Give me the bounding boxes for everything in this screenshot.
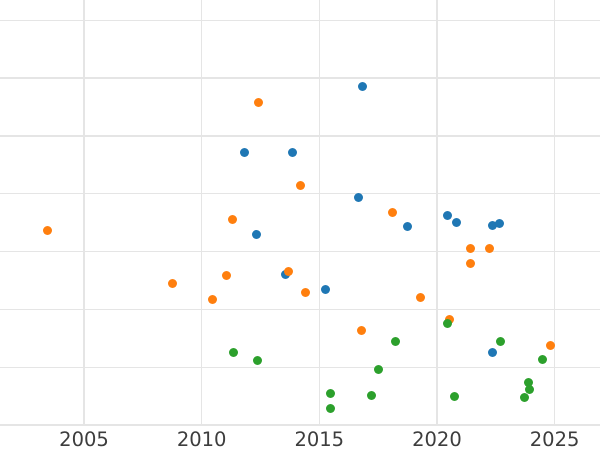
x-tick-label: 2020	[412, 428, 462, 450]
x-tick-label: 2025	[529, 428, 580, 450]
gridline-horizontal	[0, 366, 600, 368]
point-blue	[354, 193, 364, 203]
point-orange	[208, 294, 218, 304]
point-blue	[287, 148, 297, 158]
point-orange	[301, 287, 311, 297]
point-green	[326, 389, 336, 399]
point-orange	[222, 271, 232, 281]
gridline-vertical	[83, 0, 85, 426]
point-green	[520, 392, 530, 402]
point-green	[391, 337, 401, 347]
point-green	[450, 391, 460, 401]
point-green	[538, 354, 548, 364]
point-blue	[240, 147, 250, 157]
point-orange	[228, 214, 238, 224]
gridline-vertical	[436, 0, 438, 426]
point-orange	[42, 225, 52, 235]
point-orange	[283, 266, 293, 276]
point-green	[367, 390, 377, 400]
point-blue	[252, 230, 262, 240]
point-green	[374, 364, 384, 374]
x-tick-label: 2015	[294, 428, 345, 450]
point-orange	[416, 292, 426, 302]
point-orange	[254, 98, 264, 108]
x-tick-label: 2005	[59, 428, 109, 450]
point-blue	[403, 221, 413, 231]
point-orange	[466, 259, 476, 269]
gridline-horizontal	[0, 424, 600, 426]
point-blue	[495, 219, 505, 229]
point-green	[524, 377, 534, 387]
gridline-vertical	[200, 0, 203, 426]
gridline-horizontal	[0, 308, 600, 311]
point-orange	[167, 279, 177, 289]
point-orange	[388, 208, 398, 218]
gridline-horizontal	[0, 193, 600, 195]
point-green	[253, 355, 263, 365]
point-orange	[466, 243, 476, 253]
point-blue	[358, 81, 368, 91]
point-orange	[485, 243, 495, 253]
point-blue	[488, 220, 498, 230]
point-green	[229, 348, 239, 358]
gridline-horizontal	[0, 250, 600, 253]
point-green	[326, 404, 336, 414]
point-green	[496, 336, 506, 346]
point-orange	[357, 326, 367, 336]
point-orange	[546, 340, 556, 350]
gridline-vertical	[553, 0, 556, 426]
gridline-horizontal	[0, 77, 600, 79]
point-orange	[295, 180, 305, 190]
point-blue	[488, 347, 498, 357]
point-blue	[452, 217, 462, 227]
point-green	[443, 318, 453, 328]
point-blue	[443, 211, 453, 221]
x-tick-label: 2010	[176, 428, 227, 450]
point-green	[525, 385, 535, 395]
gridline-horizontal	[0, 135, 600, 137]
gridline-vertical	[318, 0, 320, 426]
gridline-horizontal	[0, 19, 600, 21]
point-blue	[321, 285, 331, 295]
